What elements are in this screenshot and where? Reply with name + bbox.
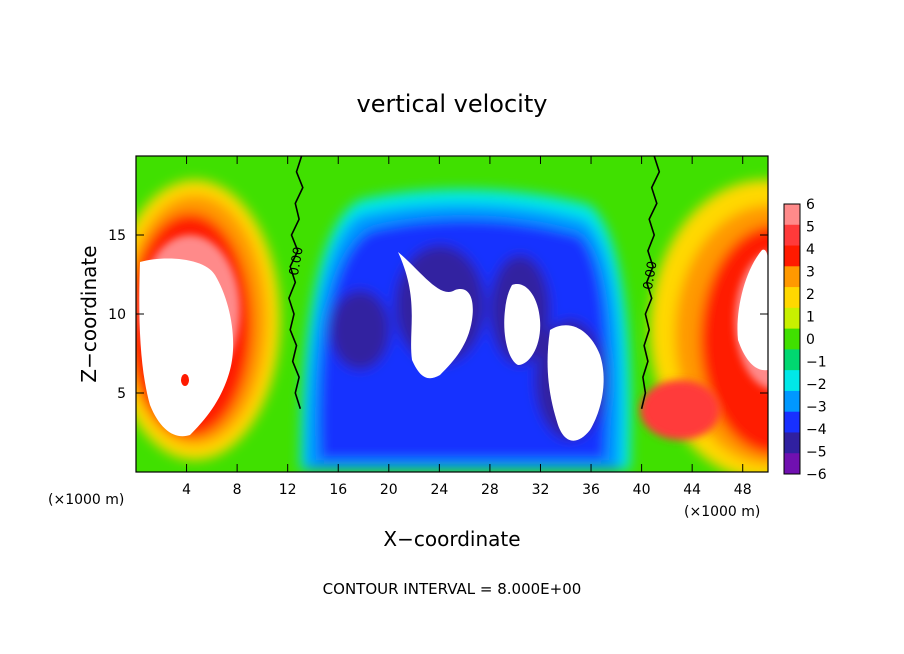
y-ticks: 5 10 15 — [108, 228, 768, 402]
zero-contour-line — [288, 155, 304, 410]
colorbar-label: 4 — [806, 242, 815, 258]
x-tick-label: 20 — [380, 482, 398, 498]
zero-contour-line — [640, 155, 661, 409]
colorbar-swatch — [784, 411, 800, 433]
colorbar-label: 2 — [806, 287, 815, 303]
colorbar-label: −1 — [806, 355, 827, 371]
colorbar-swatch — [784, 370, 800, 392]
colorbar-swatch — [784, 349, 800, 371]
x-tick-label: 24 — [430, 482, 448, 498]
colorbar-label: −3 — [806, 400, 827, 416]
colorbar-swatch — [784, 328, 800, 350]
y-axis-label: Z−coordinate — [77, 245, 101, 382]
y-tick-label: 5 — [117, 386, 126, 402]
colorbar-label: −6 — [806, 467, 827, 483]
x-tick-label: 48 — [734, 482, 752, 498]
y-tick-label: 10 — [108, 307, 126, 323]
x-unit-label-left: (×1000 m) — [48, 492, 124, 508]
colorbar-swatch — [784, 287, 800, 309]
x-axis-label: X−coordinate — [383, 527, 520, 551]
colorbar-swatch — [784, 307, 800, 330]
x-tick-label: 4 — [182, 482, 191, 498]
x-tick-label: 12 — [279, 482, 297, 498]
colorbar-label: 6 — [806, 197, 815, 213]
x-unit-label-right: (×1000 m) — [684, 504, 760, 520]
colorbar-label: 3 — [806, 265, 815, 281]
colorbar-label: 1 — [806, 310, 815, 326]
colorbar-swatch — [784, 432, 800, 454]
colorbar-swatch — [784, 245, 800, 267]
x-tick-label: 32 — [532, 482, 550, 498]
colorbar-swatch — [784, 204, 800, 226]
colorbar-label: 0 — [806, 332, 815, 348]
x-tick-label: 36 — [582, 482, 600, 498]
x-ticks: 4 8 12 16 20 24 28 32 36 40 44 48 — [182, 156, 752, 498]
colorbar-swatch — [784, 390, 800, 413]
colorbar-swatch — [784, 453, 800, 475]
y-tick-label: 15 — [108, 228, 126, 244]
zero-contours: 0.00 0.00 — [287, 155, 661, 410]
colorbar-label: 5 — [806, 220, 815, 236]
x-tick-label: 40 — [633, 482, 651, 498]
colorbar: 6 5 4 3 2 1 0 −1 −2 −3 −4 −5 −6 — [783, 197, 827, 483]
colorbar-label: −5 — [806, 445, 827, 461]
colorbar-label: −4 — [806, 422, 827, 438]
x-tick-label: 16 — [329, 482, 347, 498]
chart-title: vertical velocity — [357, 90, 548, 118]
colorbar-frame — [783, 203, 801, 475]
colorbar-swatch — [784, 224, 800, 247]
colorbar-label: −2 — [806, 377, 827, 393]
x-tick-label: 28 — [481, 482, 499, 498]
x-tick-label: 8 — [233, 482, 242, 498]
colorbar-swatch — [784, 266, 800, 288]
contour-interval-note: CONTOUR INTERVAL = 8.000E+00 — [323, 580, 582, 598]
x-tick-label: 44 — [683, 482, 701, 498]
contour-label: 0.00 — [641, 260, 661, 291]
contour-label: 0.00 — [287, 246, 307, 277]
velocity-field — [136, 156, 768, 472]
